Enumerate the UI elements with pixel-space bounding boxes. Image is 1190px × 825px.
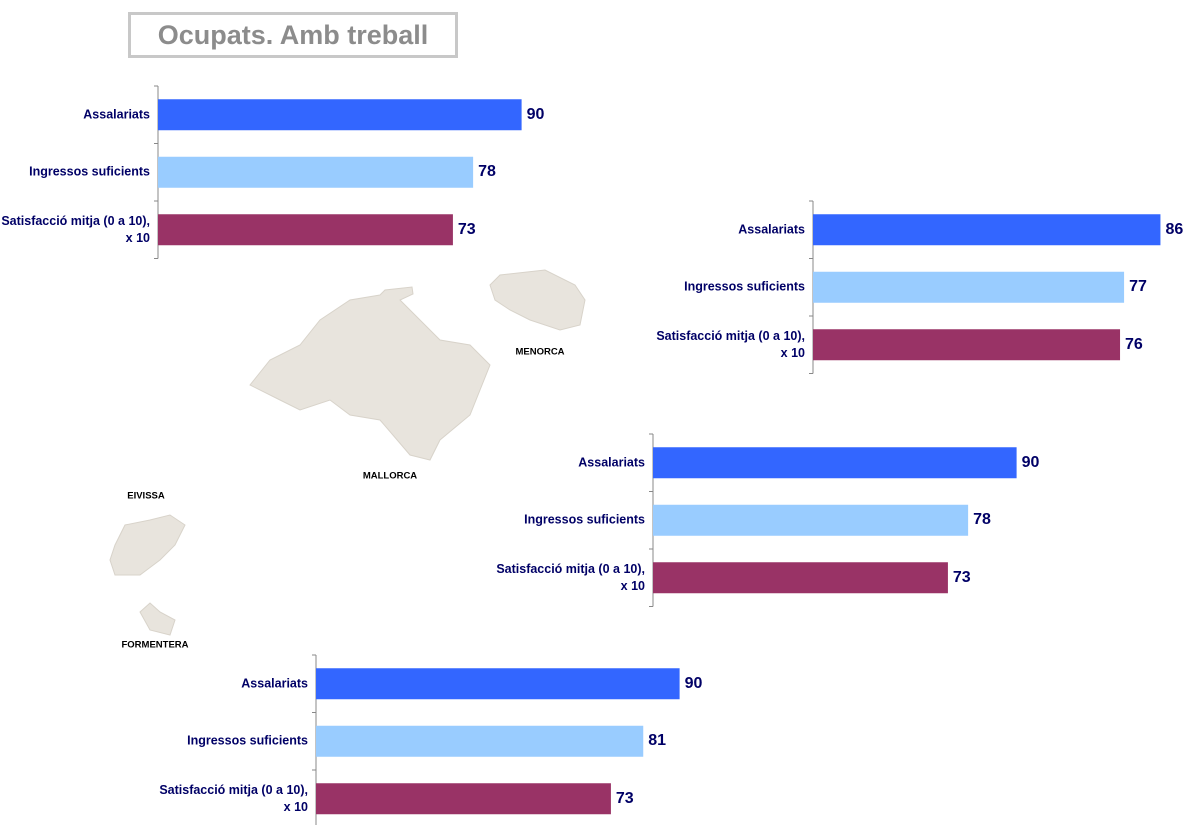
category-label: Assalariats	[241, 676, 308, 691]
category-label: Ingressos suficients	[524, 512, 645, 527]
value-label: 77	[1129, 278, 1147, 296]
value-label: 81	[648, 732, 667, 750]
bar	[158, 99, 522, 131]
value-label: 73	[457, 220, 476, 238]
bar	[653, 447, 1017, 479]
value-label: 73	[952, 568, 971, 586]
value-label: 76	[1125, 335, 1143, 353]
bar	[316, 725, 644, 757]
bar	[813, 214, 1161, 246]
value-label: 90	[684, 674, 703, 692]
eivissa-shape	[109, 514, 186, 576]
map-label: MALLORCA	[362, 470, 418, 482]
map	[109, 269, 586, 636]
bar	[158, 214, 453, 246]
value-label: 90	[526, 105, 545, 123]
bar	[653, 562, 948, 594]
category-label: Satisfacció mitja (0 a 10), x 10	[1, 213, 150, 245]
menorca-shape	[489, 269, 586, 331]
bar	[316, 783, 611, 815]
category-label: Assalariats	[83, 107, 150, 122]
category-label: Ingressos suficients	[684, 279, 805, 294]
category-label: Ingressos suficients	[187, 733, 308, 748]
value-label: 78	[478, 163, 496, 181]
category-label: Satisfacció mitja (0 a 10), x 10	[656, 328, 805, 360]
category-label: Ingressos suficients	[29, 164, 150, 179]
value-label: 90	[1021, 453, 1040, 471]
category-label: Satisfacció mitja (0 a 10), x 10	[159, 782, 308, 814]
map-label: FORMENTERA	[121, 639, 189, 651]
bar	[813, 329, 1121, 361]
title: Ocupats. Amb treball	[128, 12, 458, 58]
bar	[653, 504, 969, 536]
map-label: EIVISSA	[127, 490, 165, 502]
formentera-shape	[139, 602, 176, 636]
category-label: Assalariats	[578, 455, 645, 470]
bar	[316, 668, 680, 700]
value-label: 86	[1165, 220, 1184, 238]
mallorca-shape	[249, 286, 491, 461]
category-label: Assalariats	[738, 222, 805, 237]
bar	[813, 271, 1125, 303]
bar	[158, 156, 474, 188]
value-label: 78	[973, 511, 991, 529]
map-label: MENORCA	[515, 346, 565, 358]
value-label: 73	[615, 789, 634, 807]
category-label: Satisfacció mitja (0 a 10), x 10	[496, 561, 645, 593]
